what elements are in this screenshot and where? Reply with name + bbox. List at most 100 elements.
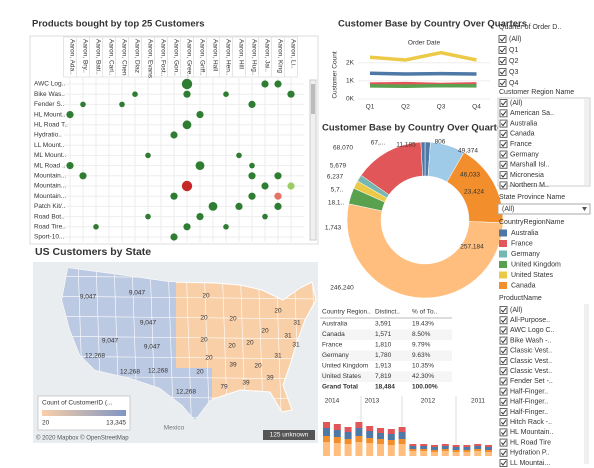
checkbox[interactable] xyxy=(499,306,508,314)
checkbox-label: Half-Finger.. xyxy=(510,399,548,406)
checkbox[interactable] xyxy=(499,160,508,169)
checkbox[interactable] xyxy=(499,377,508,386)
check-mark xyxy=(500,338,507,344)
checkbox[interactable] xyxy=(499,109,508,118)
checkbox[interactable] xyxy=(498,68,507,76)
scrollbar xyxy=(584,99,589,185)
row-header: Road Bot.. xyxy=(34,213,65,220)
year-bar-segment xyxy=(398,432,406,439)
year-bar-segment xyxy=(387,445,395,456)
state-label: 12,268 xyxy=(85,353,105,360)
state-label: 12,268 xyxy=(120,369,140,376)
check-mark xyxy=(500,389,507,395)
customer-dot xyxy=(66,111,74,119)
checkbox[interactable] xyxy=(499,140,508,149)
customer-dot xyxy=(183,223,191,231)
panel-title: Customer Base by Country Over Quarters xyxy=(338,19,527,30)
donut-label: 806 xyxy=(435,139,446,146)
customer-dot xyxy=(145,213,151,220)
check-mark xyxy=(500,131,507,137)
checkbox[interactable] xyxy=(499,99,508,107)
filter-title: Quarter of Order D.. xyxy=(499,24,561,31)
row-header: Mountain... xyxy=(34,183,66,190)
checkbox-label: HL Road Tire xyxy=(510,439,551,446)
table-cell: Germany xyxy=(322,352,349,359)
row-header: Mountain... xyxy=(34,193,66,200)
customer-dot xyxy=(119,101,125,108)
year-bar-segment xyxy=(431,447,438,450)
checkbox[interactable] xyxy=(499,459,508,467)
table-row-band xyxy=(320,329,452,340)
checkbox[interactable] xyxy=(499,346,508,355)
checkbox[interactable] xyxy=(499,448,508,457)
checkbox-label: (All) xyxy=(510,307,522,314)
table-cell: United States xyxy=(322,373,362,380)
state-label: 20 xyxy=(205,355,213,362)
checkbox[interactable] xyxy=(499,397,508,406)
checkbox[interactable] xyxy=(499,387,508,396)
panel-title: Customer Base by Country Over Quarters xyxy=(322,123,511,134)
checkbox[interactable] xyxy=(499,129,508,138)
checkbox[interactable] xyxy=(499,316,508,325)
customer-dot xyxy=(262,213,268,220)
checkbox-label: (All) xyxy=(509,36,521,43)
state-label: 20 xyxy=(196,369,204,376)
table-cell: Grand Total xyxy=(322,384,358,391)
checkbox[interactable] xyxy=(499,171,508,180)
checkbox[interactable] xyxy=(499,367,508,376)
customer-dot xyxy=(80,101,86,108)
checkbox[interactable] xyxy=(499,150,508,159)
legend-title: Count of CustomerID (... xyxy=(42,400,113,407)
year-bar-segment xyxy=(398,427,406,432)
year-bar-segment xyxy=(474,446,482,449)
column-header: Aaron, Fost.. xyxy=(159,39,166,76)
checkbox-label: Q3 xyxy=(509,69,518,76)
donut-label: 5,679 xyxy=(330,163,347,170)
year-label: 2014 xyxy=(325,398,340,405)
year-bar-segment xyxy=(366,426,374,431)
table-cell: 1,780 xyxy=(375,352,392,359)
column-header: Aaron, Bry.. xyxy=(81,39,88,73)
checkbox[interactable] xyxy=(498,57,507,65)
table-cell: Canada xyxy=(322,331,345,338)
checkbox[interactable] xyxy=(499,357,508,365)
row-header: Patch Kit/.. xyxy=(34,203,66,210)
checkbox[interactable] xyxy=(499,408,508,416)
checkbox[interactable] xyxy=(499,119,508,128)
legend-swatch xyxy=(499,250,507,258)
dropdown[interactable] xyxy=(497,203,591,215)
column-header: Aaron, Hill xyxy=(237,39,244,70)
checkbox[interactable] xyxy=(498,46,507,54)
state-label: 20 xyxy=(228,343,236,350)
checkbox-label: Marshall Isl.. xyxy=(510,162,549,169)
state-label: 20 xyxy=(200,337,208,344)
year-bar-segment xyxy=(485,450,492,452)
checkbox-label: Classic Vest.. xyxy=(510,358,552,365)
donut-label: 246,240 xyxy=(330,285,354,292)
checkbox[interactable] xyxy=(499,438,508,447)
checkbox[interactable] xyxy=(499,418,508,427)
check-mark xyxy=(500,111,507,117)
checkbox[interactable] xyxy=(498,35,507,43)
year-bar-segment xyxy=(387,434,395,440)
checkbox-label: Northern M.. xyxy=(510,182,549,189)
legend-swatch xyxy=(499,282,507,289)
checkbox[interactable] xyxy=(499,428,508,437)
year-bar-segment xyxy=(377,444,384,456)
year-label: 2013 xyxy=(365,398,380,405)
customer-dot xyxy=(145,152,151,159)
checkbox[interactable] xyxy=(499,326,508,335)
year-bar-segment xyxy=(333,443,341,456)
row-header: Sport-10... xyxy=(34,234,65,241)
x-tick-label: Q1 xyxy=(366,104,375,111)
check-mark xyxy=(500,121,507,127)
checkbox[interactable] xyxy=(499,336,508,345)
checkbox[interactable] xyxy=(499,181,508,190)
state-label: 9,047 xyxy=(144,344,161,351)
customer-dot xyxy=(249,162,255,169)
table-header: Country Region.. xyxy=(322,309,371,316)
checkbox[interactable] xyxy=(498,79,507,87)
customer-dot xyxy=(248,100,256,108)
row-header: HL Mount.. xyxy=(34,111,66,118)
